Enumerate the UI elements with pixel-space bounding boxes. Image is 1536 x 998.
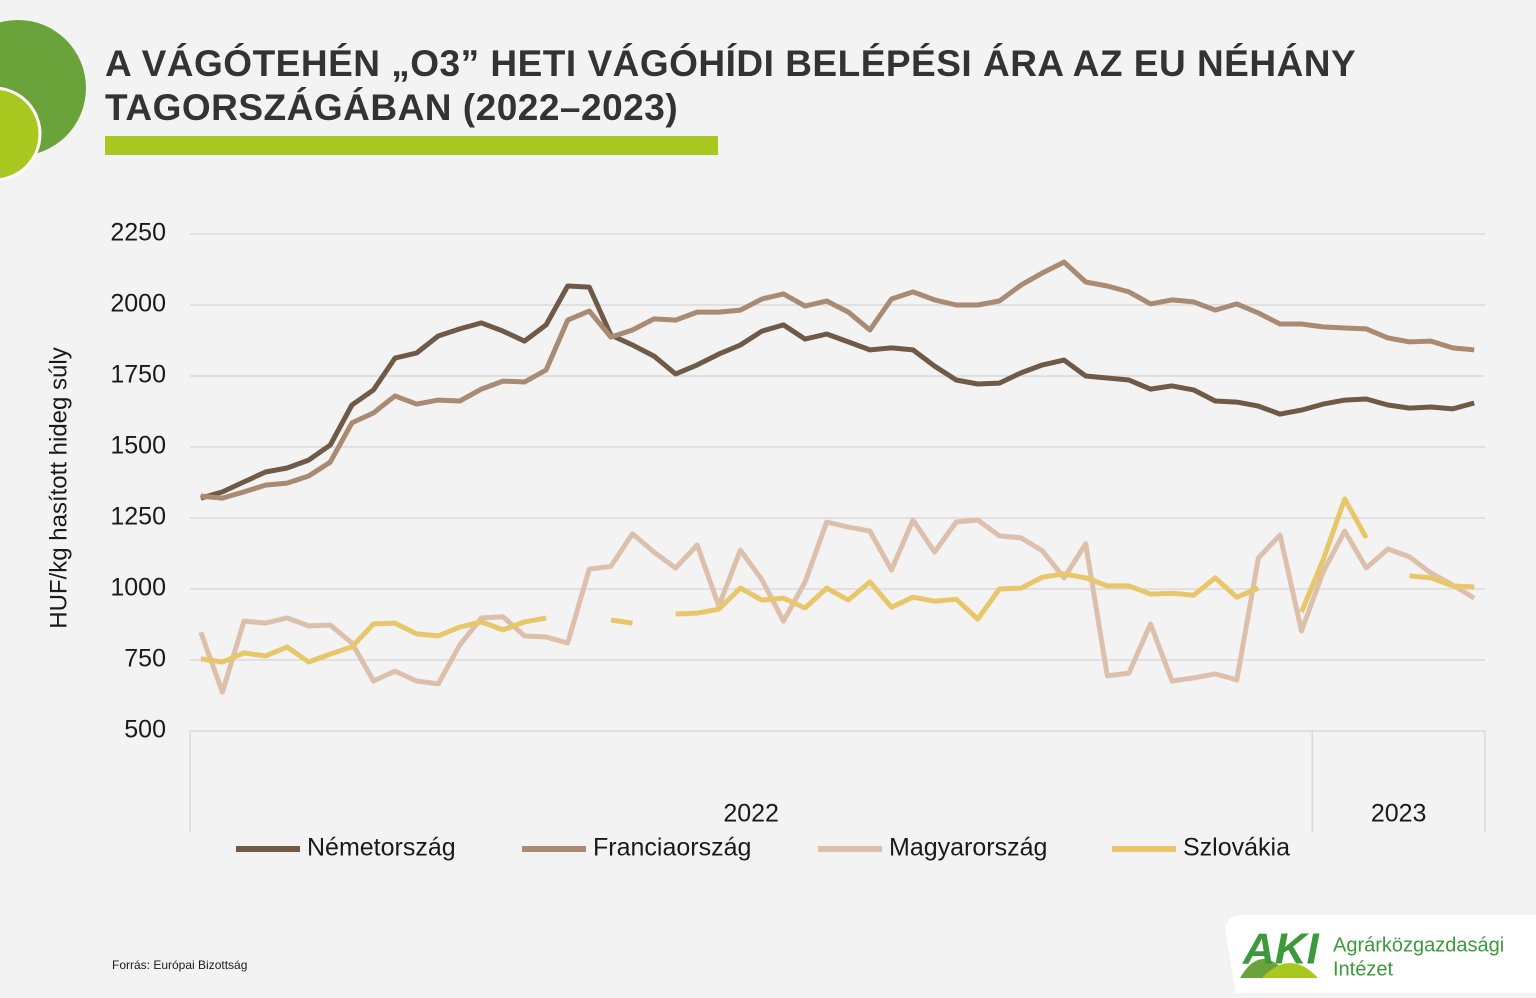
- series-line: [200, 496, 1475, 665]
- x-group-label: 2023: [1371, 800, 1427, 828]
- legend-label: Franciaország: [593, 834, 751, 862]
- source: Forrás: Európai Bizottság: [112, 958, 247, 972]
- y-tick-label: 2000: [110, 290, 166, 318]
- y-tick-label: 500: [124, 716, 166, 744]
- series-line: [198, 517, 1476, 695]
- logo-hill: [1262, 963, 1318, 978]
- title-underline: [105, 136, 718, 155]
- logo-name: Agrárközgazdasági: [1333, 934, 1504, 956]
- y-tick-label: 1750: [110, 361, 166, 389]
- chart-title: TAGORSZÁGÁBAN (2022–2023): [105, 87, 678, 128]
- legend-label: Magyarország: [889, 834, 1047, 862]
- logo-name: Intézet: [1333, 958, 1393, 980]
- decor-circle: [0, 86, 42, 182]
- y-tick-label: 750: [124, 645, 166, 673]
- y-tick-label: 1500: [110, 432, 166, 460]
- y-tick-label: 1000: [110, 574, 166, 602]
- x-group-label: 2022: [723, 800, 779, 828]
- chart-title: A VÁGÓTEHÉN „O3” HETI VÁGÓHÍDI BELÉPÉSI …: [105, 42, 1356, 84]
- y-tick-label: 1250: [110, 503, 166, 531]
- legend-label: Németország: [307, 834, 456, 862]
- series-line: [200, 283, 1475, 501]
- logo-mark: AKI: [1242, 925, 1320, 974]
- y-tick-label: 2250: [110, 219, 166, 247]
- series-line: [200, 259, 1475, 501]
- legend-label: Szlovákia: [1183, 834, 1290, 862]
- y-axis-label: HUF/kg hasított hideg súly: [45, 347, 72, 628]
